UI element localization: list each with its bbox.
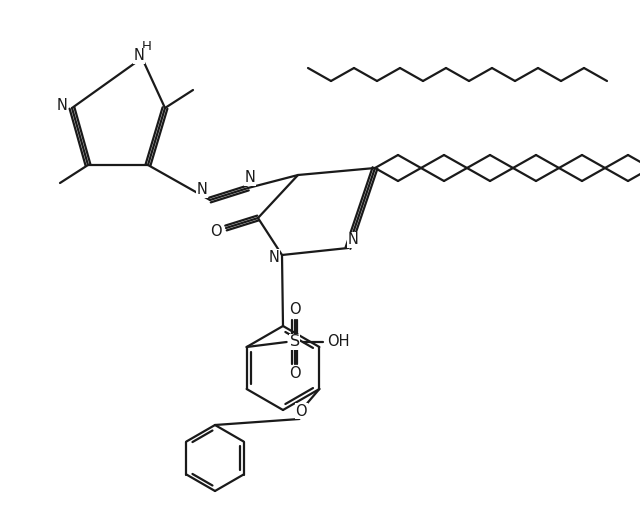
Text: S: S xyxy=(289,334,300,350)
Text: N: N xyxy=(269,249,280,265)
Text: N: N xyxy=(196,182,207,198)
Text: O: O xyxy=(289,302,300,318)
Text: N: N xyxy=(134,48,145,64)
Text: N: N xyxy=(56,99,67,113)
Text: OH: OH xyxy=(328,334,350,350)
Text: N: N xyxy=(348,233,358,247)
Text: O: O xyxy=(210,225,222,239)
Text: O: O xyxy=(296,403,307,419)
Text: N: N xyxy=(244,171,255,185)
Text: H: H xyxy=(142,40,152,52)
Text: O: O xyxy=(289,366,300,382)
